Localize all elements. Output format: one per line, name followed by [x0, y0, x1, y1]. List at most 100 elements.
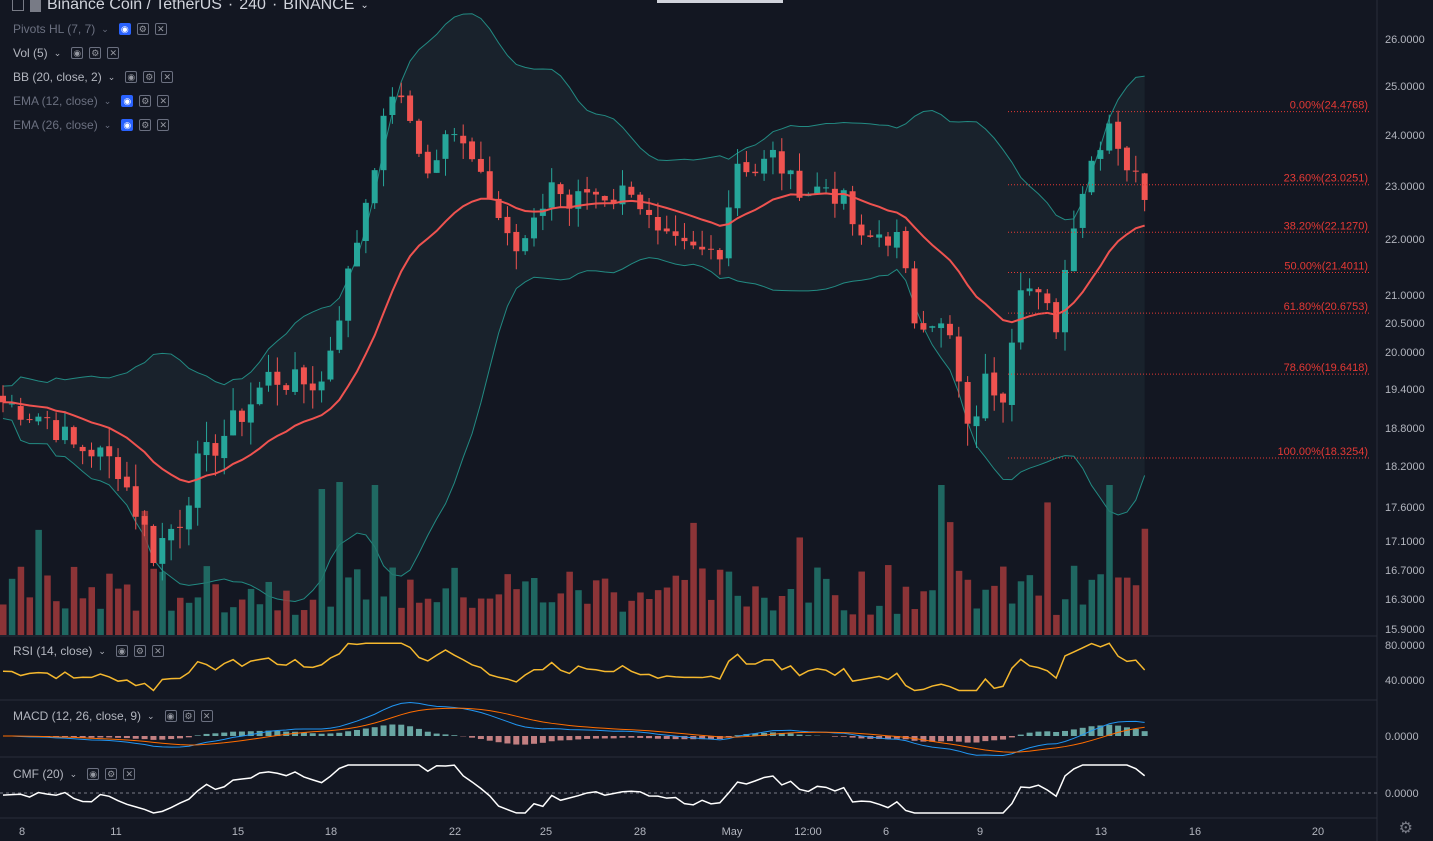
chevron-down-icon[interactable]: ⌄: [147, 710, 155, 721]
volume-bar: [451, 567, 458, 635]
candle-body: [1079, 193, 1086, 228]
macd-hist-bar: [221, 732, 228, 736]
volume-bar: [35, 529, 42, 635]
macd-hist-bar: [619, 736, 626, 738]
close-icon[interactable]: ✕: [123, 768, 136, 780]
gear-icon[interactable]: ⚙: [139, 95, 152, 107]
macd-hist-bar: [628, 736, 635, 738]
eye-icon[interactable]: ◉: [87, 768, 100, 780]
chevron-down-icon[interactable]: ⌄: [98, 645, 106, 656]
fib-label: 50.00%(21.4011): [1284, 261, 1368, 273]
candle-body: [265, 371, 272, 386]
chevron-down-icon[interactable]: ⌄: [69, 768, 78, 779]
volume-bar: [1070, 565, 1078, 635]
eye-icon[interactable]: ◉: [125, 71, 138, 83]
macd-hist-bar: [840, 736, 847, 737]
macd-hist-bar: [371, 727, 378, 736]
gear-icon[interactable]: ⚙: [139, 119, 152, 131]
price-tick-label: 17.1000: [1385, 536, 1425, 548]
symbol-title[interactable]: Binance Coin / TetherUS · 240 · BINANCE …: [12, 0, 369, 14]
gear-icon[interactable]: ⚙: [133, 645, 146, 657]
eye-icon[interactable]: ◉: [164, 710, 177, 722]
close-icon[interactable]: ✕: [107, 47, 120, 59]
candle-body: [132, 486, 139, 517]
price-tick-label: 20.5000: [1385, 318, 1425, 330]
pane-legend-cmf[interactable]: CMF (20) ⌄ ◉ ⚙ ✕: [13, 767, 137, 781]
macd-hist-bar: [681, 736, 688, 740]
fib-retracement: 0.00%(24.4768) 23.60%(23.0251) 38.20%(22.1…: [1008, 100, 1370, 459]
macd-hist-bar: [1106, 724, 1113, 736]
volume-bar: [840, 610, 848, 635]
volume-bar: [247, 588, 255, 635]
macd-hist-bar: [150, 736, 157, 740]
close-icon[interactable]: ✕: [157, 95, 170, 107]
chevron-down-icon[interactable]: ⌄: [103, 119, 112, 130]
pane-legend-rsi[interactable]: RSI (14, close) ⌄ ◉ ⚙ ✕: [13, 644, 166, 658]
candle-body: [761, 158, 768, 174]
candle-body: [646, 209, 653, 215]
macd-hist-bar: [557, 736, 564, 741]
chevron-down-icon[interactable]: ⌄: [101, 23, 109, 34]
volume-bar: [150, 568, 157, 635]
macd-hist-bar: [734, 735, 741, 736]
macd-hist-bar: [380, 725, 387, 736]
time-tick-label: 13: [1095, 826, 1107, 838]
chart-settings-gear-icon[interactable]: ⚙: [1398, 820, 1413, 837]
legend-0[interactable]: Pivots HL (7, 7) ⌄ ◉ ⚙ ✕: [13, 22, 169, 36]
time-tick-label: 25: [540, 826, 552, 838]
close-icon[interactable]: ✕: [154, 23, 167, 35]
legend-1[interactable]: Vol (5) ⌄ ◉ ⚙ ✕: [13, 46, 121, 60]
gear-icon[interactable]: ⚙: [136, 23, 149, 35]
title-separator-2: ·: [271, 0, 278, 13]
eye-icon[interactable]: ◉: [71, 47, 84, 59]
chevron-down-icon[interactable]: ⌄: [107, 71, 116, 82]
eye-icon[interactable]: ◉: [115, 645, 128, 657]
legend-4[interactable]: EMA (26, close) ⌄ ◉ ⚙ ✕: [13, 118, 171, 132]
macd-hist-bar: [238, 731, 245, 736]
volume-bar: [407, 579, 414, 635]
chevron-down-icon[interactable]: ⌄: [103, 95, 112, 106]
volume-bar: [53, 601, 60, 635]
eye-icon[interactable]: ◉: [121, 119, 134, 131]
gear-icon[interactable]: ⚙: [105, 768, 118, 780]
top-tab-handle[interactable]: [657, 0, 783, 3]
symbol-logo-icon: [30, 0, 41, 12]
volume-bar: [336, 482, 343, 635]
legend-label: EMA (26, close): [13, 118, 98, 132]
macd-hist-bar: [858, 736, 865, 739]
close-icon[interactable]: ✕: [151, 645, 164, 657]
chevron-down-icon[interactable]: ⌄: [53, 47, 62, 58]
candle-body: [929, 326, 936, 328]
macd-hist-bar: [424, 731, 431, 736]
macd-hist-bar: [504, 736, 511, 744]
macd-hist-bar: [654, 736, 661, 739]
legend-3[interactable]: EMA (12, close) ⌄ ◉ ⚙ ✕: [13, 94, 171, 108]
macd-hist-bar: [451, 735, 458, 736]
macd-hist-bar: [203, 733, 210, 736]
gear-icon[interactable]: ⚙: [143, 71, 156, 83]
close-icon[interactable]: ✕: [161, 71, 174, 83]
legend-2[interactable]: BB (20, close, 2) ⌄ ◉ ⚙ ✕: [13, 70, 175, 84]
candle-body: [876, 234, 883, 238]
volume-bar: [893, 613, 901, 635]
candle-body: [601, 195, 608, 201]
candle-body: [1000, 393, 1007, 403]
chevron-down-icon[interactable]: ⌄: [360, 0, 369, 11]
eye-icon[interactable]: ◉: [118, 23, 131, 35]
volume-bar: [70, 566, 78, 635]
close-icon[interactable]: ✕: [157, 119, 170, 131]
eye-icon[interactable]: ◉: [121, 95, 134, 107]
pane-legend-macd[interactable]: MACD (12, 26, close, 9) ⌄ ◉ ⚙ ✕: [13, 709, 215, 723]
macd-hist-bar: [584, 736, 591, 739]
time-tick-label: 20: [1312, 826, 1324, 838]
gear-icon[interactable]: ⚙: [89, 47, 102, 59]
collapse-icon[interactable]: [12, 0, 24, 11]
candle-body: [415, 120, 422, 154]
gear-icon[interactable]: ⚙: [182, 710, 195, 722]
candle-body: [867, 235, 874, 237]
close-icon[interactable]: ✕: [200, 710, 213, 722]
candle-body: [1044, 293, 1051, 304]
candle-body: [654, 217, 661, 231]
volume-bar: [26, 597, 34, 635]
